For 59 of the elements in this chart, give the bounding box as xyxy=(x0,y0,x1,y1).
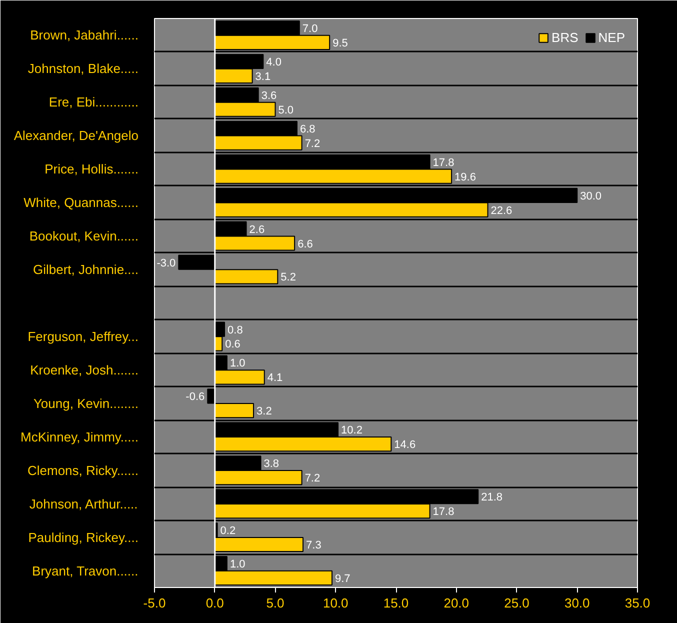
data-label: 1.0 xyxy=(230,558,246,571)
y-tick-label: Bookout, Kevin...... xyxy=(29,228,139,244)
legend-label: BRS xyxy=(552,30,578,45)
data-label: 3.6 xyxy=(261,90,277,102)
x-tick-label: -5.0 xyxy=(143,596,166,610)
data-label: 10.2 xyxy=(341,424,362,437)
data-label: 0.2 xyxy=(220,525,236,538)
y-tick-label: Young, Kevin........ xyxy=(33,396,139,411)
y-tick-label: Ferguson, Jeffrey... xyxy=(28,328,139,344)
data-label: 6.6 xyxy=(298,238,313,250)
data-label: 5.0 xyxy=(278,104,294,116)
data-label: 4.1 xyxy=(267,372,283,384)
data-label: 7.0 xyxy=(302,23,318,36)
y-tick-label: Price, Hollis....... xyxy=(44,162,139,177)
x-tick-label: 0.0 xyxy=(206,596,224,610)
data-label: -3.0 xyxy=(156,257,176,270)
data-label: 17.8 xyxy=(432,156,454,169)
data-label: 0.6 xyxy=(225,338,240,351)
y-tick-label: Johnson, Arthur..... xyxy=(29,496,138,512)
y-tick-label: Johnston, Blake..... xyxy=(28,61,139,76)
y-tick-label: Paulding, Rickey.... xyxy=(28,530,139,545)
y-tick-label: Bryant, Travon...... xyxy=(32,563,138,578)
data-label: 3.8 xyxy=(264,458,280,470)
data-label: 5.2 xyxy=(280,272,296,284)
y-tick-label: McKinney, Jimmy..... xyxy=(20,429,139,444)
y-tick-label: Clemons, Ricky...... xyxy=(28,462,139,478)
x-tick-label: 20.0 xyxy=(444,596,470,610)
data-label: 9.7 xyxy=(335,572,350,585)
y-tick-label: Ere, Ebi............ xyxy=(48,94,139,110)
data-label: 19.6 xyxy=(454,171,476,184)
data-label: -0.6 xyxy=(186,391,205,404)
data-label: 9.5 xyxy=(332,37,348,50)
legend-label: NEP xyxy=(598,30,625,45)
data-label: 4.0 xyxy=(266,56,282,69)
y-tick-label: White, Quannas...... xyxy=(24,195,139,210)
x-tick-label: 30.0 xyxy=(564,596,590,610)
y-tick-label: Alexander, De'Angelo xyxy=(14,128,138,144)
data-label: 0.8 xyxy=(228,324,243,336)
data-label: 22.6 xyxy=(490,204,512,217)
data-label: 3.1 xyxy=(255,70,271,83)
x-tick-label: 10.0 xyxy=(322,596,348,610)
data-label: 6.8 xyxy=(300,123,316,136)
x-tick-label: 35.0 xyxy=(624,596,650,610)
data-label: 3.2 xyxy=(256,406,272,418)
y-tick-label: Brown, Jabahri...... xyxy=(30,28,139,43)
data-label: 14.6 xyxy=(394,439,416,452)
data-label: 21.8 xyxy=(481,492,503,504)
x-tick-label: 15.0 xyxy=(383,596,409,610)
y-tick-label: Kroenke, Josh....... xyxy=(30,362,139,378)
data-label: 7.3 xyxy=(306,539,322,552)
data-label: 7.2 xyxy=(304,138,320,150)
data-label: 1.0 xyxy=(230,358,246,370)
data-label: 2.6 xyxy=(249,224,265,236)
data-label: 7.2 xyxy=(304,472,320,485)
x-tick-label: 25.0 xyxy=(504,596,530,610)
data-label: 17.8 xyxy=(432,506,454,518)
data-label: 30.0 xyxy=(580,190,602,202)
y-tick-label: Gilbert, Johnnie.... xyxy=(33,262,138,278)
x-tick-label: 5.0 xyxy=(266,596,284,610)
